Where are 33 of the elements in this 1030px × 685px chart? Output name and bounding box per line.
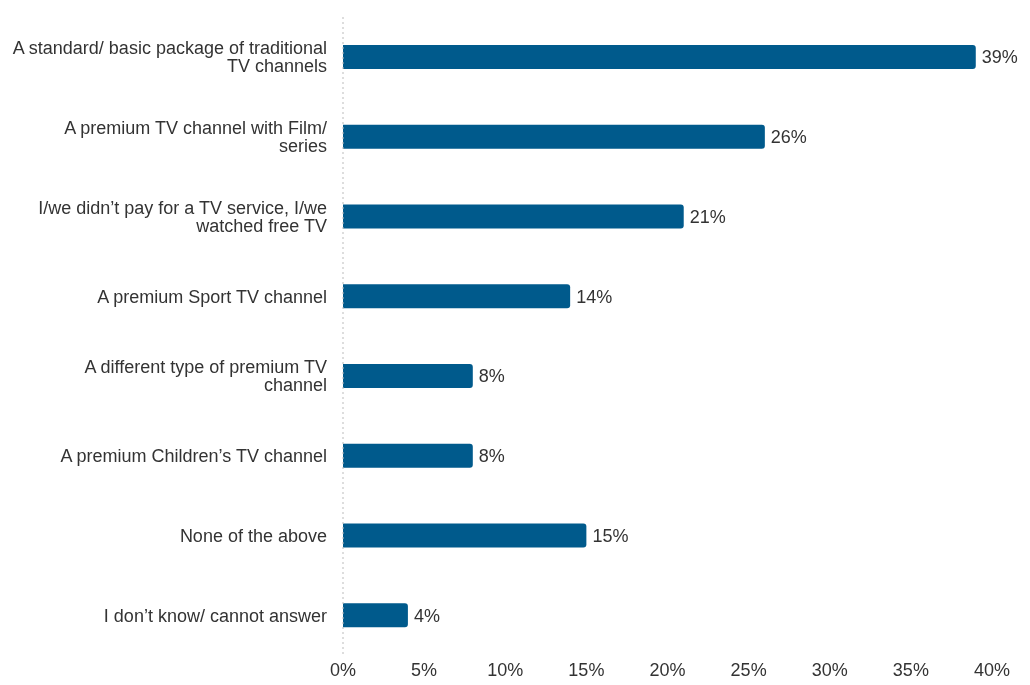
x-tick-label: 35% <box>892 659 929 680</box>
y-tick-label: A standard/ basic package of traditional TV channels <box>12 38 327 77</box>
x-tick-label: 15% <box>568 659 605 680</box>
bar <box>343 523 587 548</box>
data-label: 39% <box>981 47 1018 68</box>
data-label: 8% <box>478 446 505 467</box>
bar <box>343 364 473 388</box>
x-tick-label: 5% <box>411 659 438 680</box>
x-tick-label: 0% <box>329 659 357 680</box>
y-tick-label: A different type of premium TV channel <box>84 357 327 396</box>
y-tick-label: I don’t know/ cannot answer <box>103 605 327 626</box>
data-label: 8% <box>478 366 505 387</box>
x-tick-label: 20% <box>649 659 686 680</box>
data-label: 14% <box>576 286 613 307</box>
y-tick-label: A premium Sport TV channel <box>97 286 327 307</box>
data-label: 26% <box>770 127 807 148</box>
bar <box>343 124 765 149</box>
bar <box>343 284 571 309</box>
bar <box>343 603 408 628</box>
bar <box>343 204 684 229</box>
y-tick-label: None of the above <box>179 525 327 546</box>
data-label: 21% <box>689 206 726 227</box>
x-tick-label: 40% <box>973 659 1011 680</box>
data-label: 4% <box>413 605 440 626</box>
bar <box>343 45 976 69</box>
y-tick-label: A premium Children’s TV channel <box>60 446 327 467</box>
x-tick-label: 25% <box>730 659 767 680</box>
bar <box>343 443 473 468</box>
y-tick-label: I/we didn’t pay for a TV service, I/we watched free TV <box>38 197 327 236</box>
y-tick-label: A premium TV channel with Film/ series <box>64 118 327 157</box>
x-tick-label: 10% <box>487 659 524 680</box>
x-tick-label: 30% <box>811 659 848 680</box>
data-label: 15% <box>592 525 629 546</box>
